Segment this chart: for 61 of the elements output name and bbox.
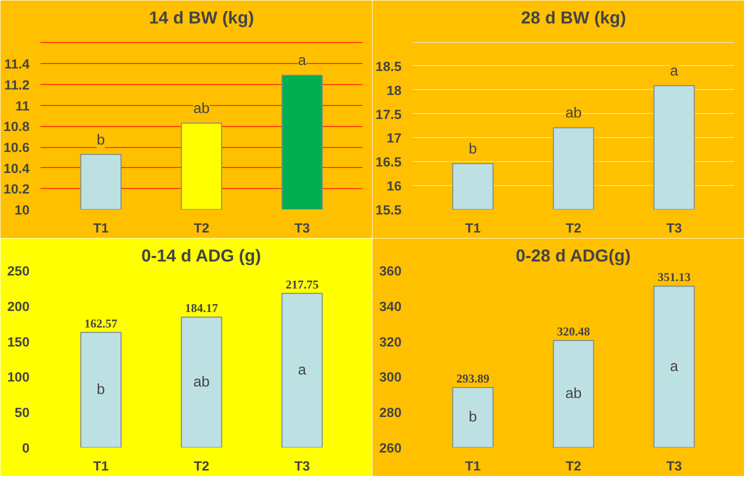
y-tick-label: 11 — [15, 98, 30, 114]
data-label: 217.75 — [286, 277, 319, 292]
annotation: ab — [193, 374, 210, 390]
data-label: 293.89 — [456, 372, 490, 386]
y-tick-label: 10 — [14, 202, 30, 218]
x-tick-label: T2 — [194, 458, 210, 474]
x-tick-label: T3 — [666, 220, 682, 236]
y-tick-label: 280 — [379, 405, 402, 420]
y-tick-label: 18 — [386, 82, 402, 98]
y-tick-label: 15.5 — [376, 202, 402, 218]
x-tick-label: T1 — [465, 220, 482, 236]
annotation: a — [298, 53, 308, 70]
chart-title: 28 d BW (kg) — [521, 8, 626, 28]
x-tick-label: T2 — [194, 220, 210, 236]
y-tick-label: 17.5 — [376, 106, 402, 122]
chart-title: 0-14 d ADG (g) — [141, 246, 262, 266]
x-tick-label: T1 — [93, 458, 110, 474]
data-label: 351.13 — [658, 270, 691, 284]
y-tick-label: 50 — [14, 405, 30, 420]
data-label: 320.48 — [557, 324, 590, 338]
data-label: 162.57 — [84, 316, 118, 330]
y-tick-label: 0 — [22, 440, 30, 456]
chart-title: 0-28 d ADG(g) — [516, 246, 631, 266]
y-tick-label: 100 — [7, 370, 30, 385]
y-tick-label: 10.2 — [4, 182, 30, 197]
x-tick-label: T2 — [566, 220, 582, 236]
x-tick-label: T3 — [666, 458, 682, 474]
annotation: a — [298, 362, 308, 378]
x-tick-label: T2 — [566, 458, 582, 474]
y-tick-label: 18.5 — [376, 58, 402, 74]
x-tick-label: T3 — [294, 458, 310, 474]
y-tick-label: 10.6 — [4, 140, 30, 156]
y-tick-label: 200 — [7, 298, 30, 314]
y-tick-label: 10.8 — [4, 119, 30, 134]
annotation: ab — [565, 386, 582, 402]
annotation: a — [670, 358, 680, 375]
annotation: ab — [565, 106, 582, 122]
y-tick-label: 16.5 — [376, 154, 402, 170]
annotation: ab — [193, 101, 210, 118]
chart-title: 14 d BW (kg) — [149, 8, 254, 28]
annotation: b — [96, 132, 105, 148]
x-tick-label: T3 — [294, 220, 310, 236]
x-tick-label: T1 — [93, 220, 110, 236]
y-tick-label: 340 — [379, 298, 402, 314]
y-tick-label: 16 — [386, 178, 402, 194]
y-tick-label: 11.2 — [4, 78, 30, 93]
y-tick-label: 250 — [7, 264, 30, 278]
y-tick-label: 260 — [379, 440, 402, 456]
y-tick-label: 360 — [379, 264, 402, 278]
y-tick-label: 300 — [379, 370, 402, 385]
annotation: a — [670, 64, 680, 80]
y-tick-label: 17 — [386, 130, 402, 146]
y-tick-label: 11.4 — [4, 56, 30, 72]
y-tick-label: 320 — [379, 334, 402, 350]
annotation: b — [468, 142, 477, 158]
annotation: b — [468, 410, 477, 426]
x-tick-label: T1 — [465, 458, 482, 474]
y-tick-label: 150 — [7, 334, 30, 350]
annotation: b — [96, 382, 105, 398]
y-tick-label: 10.4 — [4, 160, 30, 176]
data-label: 184.17 — [185, 301, 218, 316]
